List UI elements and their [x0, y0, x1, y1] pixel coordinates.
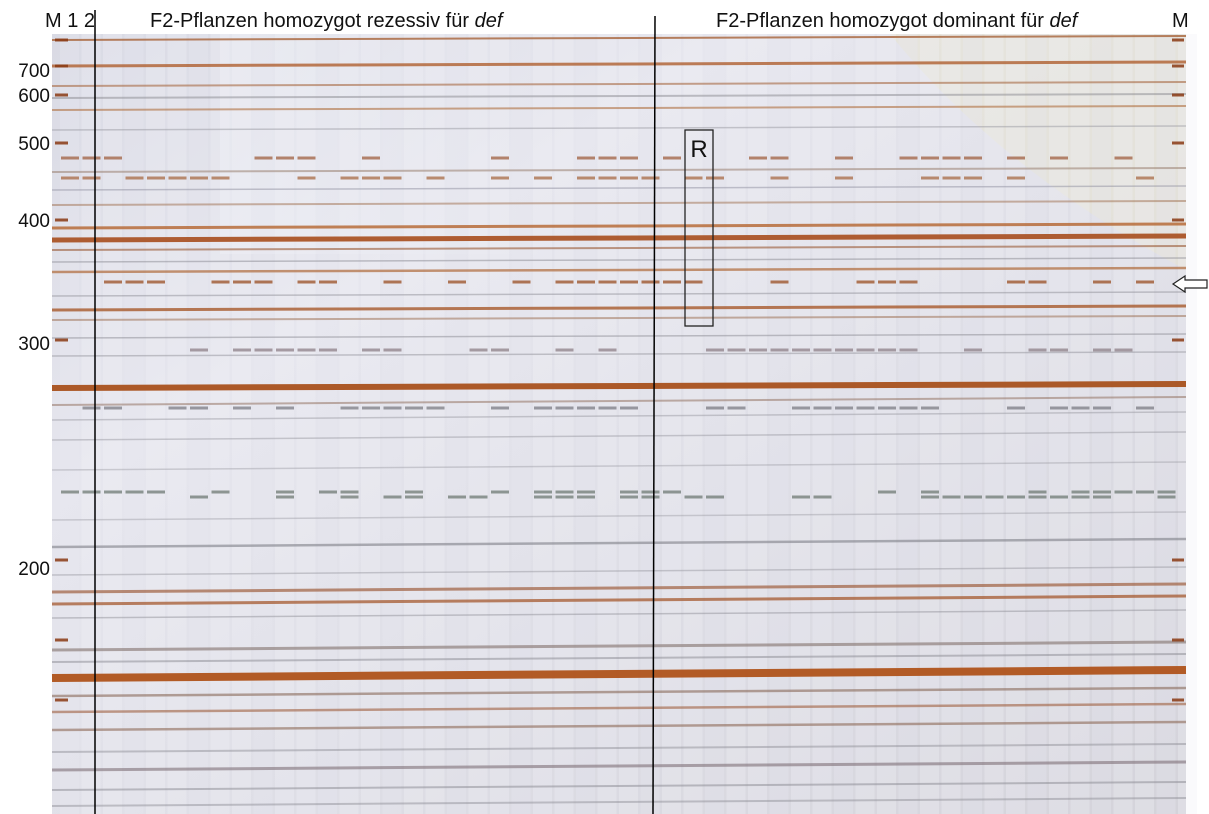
lane	[254, 34, 273, 814]
lane	[555, 34, 574, 814]
lane-label: M 1 2	[45, 10, 95, 32]
lane	[1071, 34, 1090, 814]
header-text: F2-Pflanzen homozygot dominant für	[716, 10, 1044, 32]
header-text: F2-Pflanzen homozygot rezessiv für	[150, 10, 469, 32]
lane	[899, 34, 918, 814]
lane	[791, 34, 810, 814]
lane	[834, 34, 853, 814]
size-marker: 400	[18, 211, 50, 232]
lane	[598, 34, 617, 814]
lane-label: M	[1172, 10, 1189, 32]
lane	[533, 34, 552, 814]
size-marker: 700	[18, 61, 50, 82]
lane	[1006, 34, 1025, 814]
lane	[512, 34, 531, 814]
lane	[705, 34, 724, 814]
lane	[1178, 34, 1197, 814]
lane	[189, 34, 208, 814]
box-label: R	[690, 136, 707, 163]
size-marker: 200	[18, 559, 50, 580]
lane	[727, 34, 746, 814]
lane	[942, 34, 961, 814]
lane	[447, 34, 466, 814]
lane	[619, 34, 638, 814]
lane	[232, 34, 251, 814]
lane	[168, 34, 187, 814]
lane	[125, 34, 144, 814]
header-emphasis: def	[1050, 10, 1080, 32]
lane	[963, 34, 982, 814]
lane	[297, 34, 316, 814]
lane	[146, 34, 165, 814]
lane	[1049, 34, 1068, 814]
size-markers: 700 600 500 400 300 200	[18, 61, 50, 580]
size-marker: 500	[18, 134, 50, 155]
lane	[361, 34, 380, 814]
lane	[920, 34, 939, 814]
lane	[1114, 34, 1133, 814]
band	[52, 384, 1186, 388]
lane	[813, 34, 832, 814]
lane	[748, 34, 767, 814]
lane	[469, 34, 488, 814]
lane	[275, 34, 294, 814]
lane	[1028, 34, 1047, 814]
lane	[490, 34, 509, 814]
header: F2-Pflanzen homozygot rezessiv für def	[150, 10, 505, 32]
lane	[103, 34, 122, 814]
lane	[770, 34, 789, 814]
lane	[856, 34, 875, 814]
lane	[662, 34, 681, 814]
lane	[340, 34, 359, 814]
lane	[1135, 34, 1154, 814]
lane	[211, 34, 230, 814]
lane	[1157, 34, 1176, 814]
header: F2-Pflanzen homozygot dominant für def	[716, 10, 1080, 32]
lane	[641, 34, 660, 814]
lane	[426, 34, 445, 814]
lane	[404, 34, 423, 814]
size-marker: 300	[18, 334, 50, 355]
lane	[1092, 34, 1111, 814]
size-marker: 600	[18, 86, 50, 107]
lane	[318, 34, 337, 814]
lane	[383, 34, 402, 814]
lane	[576, 34, 595, 814]
header-emphasis: def	[475, 10, 505, 32]
lane	[985, 34, 1004, 814]
gel-figure: R M 1 2 M F2-Pflanzen homozygot rezessiv…	[0, 0, 1209, 814]
lane	[877, 34, 896, 814]
